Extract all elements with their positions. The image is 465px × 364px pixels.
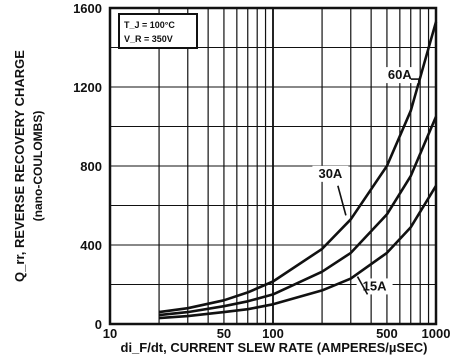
series-label: 60A: [388, 67, 412, 82]
conditions-box-frame: [118, 13, 198, 49]
series-label: 15A: [363, 278, 387, 293]
condition-tj: T_J = 100°C: [124, 20, 175, 30]
series-label: 30A: [318, 166, 342, 181]
series-label-bg: [381, 67, 418, 84]
y-tick-labels: 0 400 800 1200 1600: [73, 1, 102, 332]
x-tick-label: 500: [376, 326, 398, 341]
label-leader: [337, 185, 347, 216]
y-tick-label: 0: [95, 317, 102, 332]
grid: [109, 7, 437, 325]
series-curve: [158, 21, 438, 314]
y-axis-sublabel: (nano-COULOMBS): [31, 111, 45, 222]
y-axis-label: Q_rr, REVERSE RECOVERY CHARGE: [12, 50, 27, 282]
condition-vr: V_R = 350V: [124, 34, 173, 44]
x-tick-label: 10: [103, 326, 117, 341]
series-curve: [158, 116, 438, 317]
plot-frame: [108, 6, 438, 326]
y-tick-label: 400: [80, 238, 102, 253]
y-tick-label: 1600: [73, 1, 102, 16]
y-tick-label: 800: [80, 159, 102, 174]
label-leader: [356, 276, 369, 295]
y-tick-label: 1200: [73, 80, 102, 95]
x-tick-labels: 10 50 100 500 1000: [103, 326, 451, 341]
conditions-box: T_J = 100°C V_R = 350V: [118, 13, 198, 49]
curves: 60A 30A 15A: [158, 21, 438, 320]
x-tick-label: 50: [217, 326, 231, 341]
x-axis-label: di_F/dt, CURRENT SLEW RATE (AMPERES/µSEC…: [121, 340, 428, 355]
series-curve: [159, 185, 438, 320]
series-label-bg: [312, 165, 349, 182]
x-tick-label: 100: [262, 326, 284, 341]
x-tick-label: 1000: [422, 326, 451, 341]
